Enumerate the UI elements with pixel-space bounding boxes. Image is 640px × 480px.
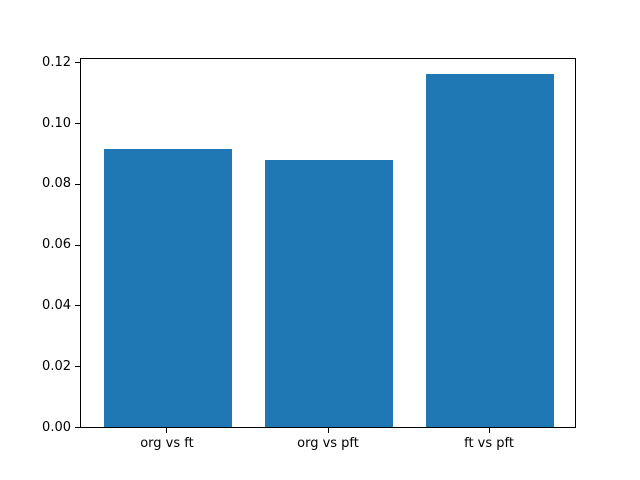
y-tick-label: 0.08 [42, 176, 71, 192]
y-tick-mark [75, 366, 80, 368]
x-tick-label: ft vs pft [464, 435, 514, 451]
bar-2 [264, 160, 394, 427]
y-tick-mark [75, 244, 80, 246]
y-tick-mark [75, 123, 80, 125]
plot-area [80, 57, 576, 428]
bar-1 [103, 149, 233, 427]
y-tick-mark [75, 62, 80, 64]
x-tick-label: org vs pft [297, 435, 359, 451]
y-tick-label: 0.00 [42, 419, 71, 435]
y-tick-mark [75, 305, 80, 307]
x-tick-mark [166, 427, 168, 433]
y-tick-label: 0.04 [42, 297, 71, 313]
y-tick-mark [75, 427, 80, 428]
x-tick-mark [327, 427, 329, 433]
y-tick-mark [75, 183, 80, 185]
y-tick-label: 0.12 [42, 54, 71, 70]
x-tick-label: org vs ft [140, 435, 194, 451]
y-tick-label: 0.10 [42, 115, 71, 131]
y-tick-label: 0.02 [42, 358, 71, 374]
y-tick-label: 0.06 [42, 237, 71, 253]
x-tick-mark [488, 427, 490, 433]
bar-3 [425, 73, 555, 427]
